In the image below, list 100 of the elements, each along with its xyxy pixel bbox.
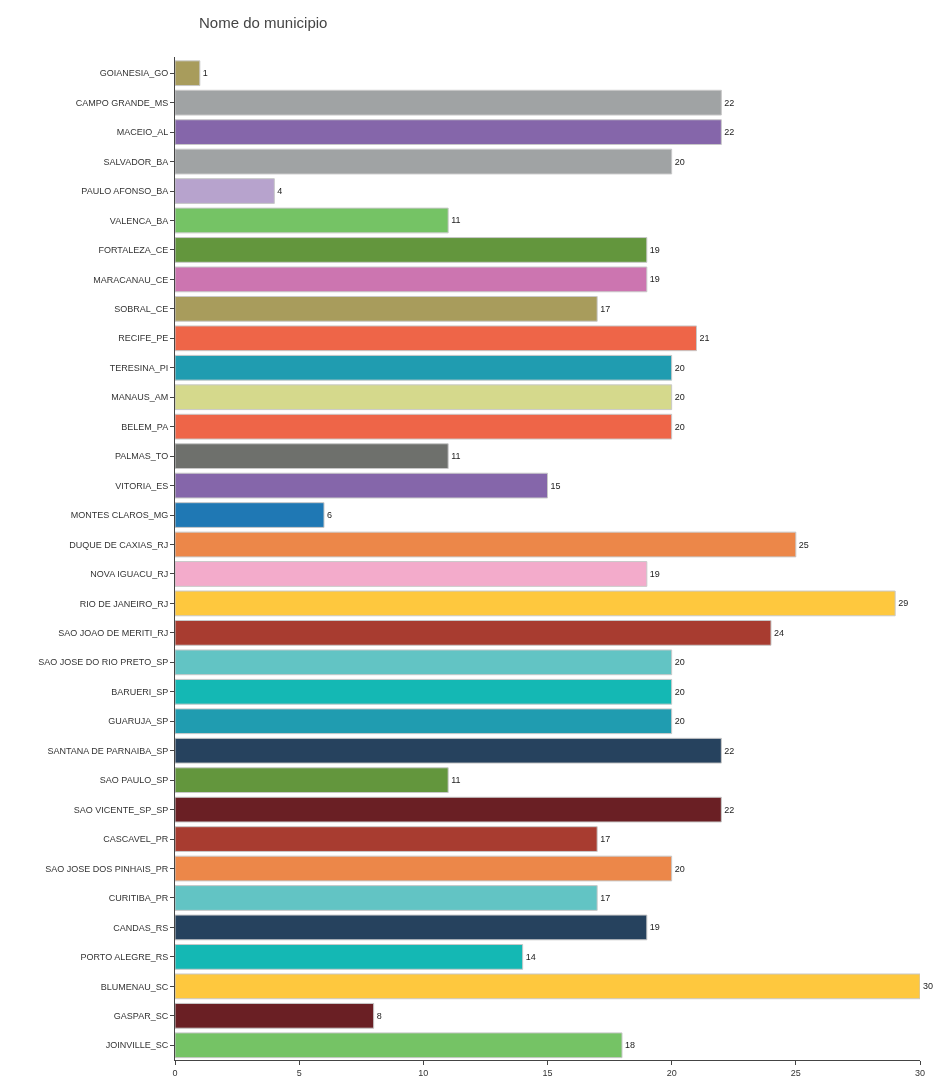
data-label: 14 <box>525 951 536 962</box>
y-tick-label: CAMPO GRANDE_MS <box>75 97 169 108</box>
data-label: 20 <box>674 686 685 697</box>
bar <box>175 885 598 911</box>
data-label: 19 <box>649 568 660 579</box>
data-label: 29 <box>898 598 909 609</box>
data-label: 20 <box>674 863 685 874</box>
data-label: 11 <box>451 775 461 786</box>
bar <box>175 1002 375 1029</box>
x-tick-label: 15 <box>542 1067 553 1078</box>
y-tick-label: BARUERI_SP <box>111 686 169 697</box>
bar <box>175 295 598 322</box>
bar <box>175 737 722 764</box>
y-tick-label: MARACANAU_CE <box>93 274 169 285</box>
bar <box>175 148 673 175</box>
bar <box>175 119 722 145</box>
y-tick-label: GASPAR_SC <box>113 1010 169 1021</box>
bar <box>175 649 673 676</box>
data-label: 25 <box>798 539 809 550</box>
data-label: 20 <box>674 362 685 373</box>
data-label: 8 <box>376 1010 382 1021</box>
y-tick-label: PAULO AFONSO_BA <box>81 186 169 197</box>
bar <box>175 266 648 293</box>
y-tick-label: SANTANA DE PARNAIBA_SP <box>47 745 169 756</box>
data-label: 20 <box>674 421 685 432</box>
bar <box>175 767 449 794</box>
data-label: 18 <box>625 1040 636 1051</box>
data-label: 20 <box>674 657 685 668</box>
data-label: 19 <box>649 244 660 255</box>
y-tick-label: DUQUE DE CAXIAS_RJ <box>69 539 169 550</box>
y-tick-label: SAO JOAO DE MERITI_RJ <box>58 628 169 639</box>
bar <box>175 620 772 646</box>
y-tick-label: BLUMENAU_SC <box>100 981 169 992</box>
y-tick-label: SAO JOSE DOS PINHAIS_PR <box>45 863 169 874</box>
data-label: 11 <box>451 451 461 462</box>
y-tick-label: CANDAS_RS <box>113 922 169 933</box>
bar <box>175 1032 623 1059</box>
bar <box>175 826 598 852</box>
bar <box>175 531 797 558</box>
y-tick-label: PORTO ALEGRE_RS <box>80 952 169 963</box>
y-tick-label: JOINVILLE_SC <box>105 1040 169 1051</box>
data-label: 17 <box>600 834 611 845</box>
y-tick-label: SAO VICENTE_SP_SP <box>73 804 169 815</box>
data-label: 20 <box>674 156 685 167</box>
y-tick-label: TERESINA_PI <box>109 362 169 373</box>
bar <box>175 237 648 263</box>
bar <box>175 472 548 499</box>
bar <box>175 443 449 470</box>
y-axis-title: Nome do municipio <box>199 14 328 31</box>
bar <box>175 384 673 411</box>
bar <box>175 796 722 823</box>
bar <box>175 973 920 1000</box>
y-tick-label: VITORIA_ES <box>115 480 169 491</box>
y-tick-label: SAO JOSE DO RIO PRETO_SP <box>38 657 169 668</box>
data-label: 1 <box>202 68 208 79</box>
y-tick-label: SOBRAL_CE <box>114 304 169 314</box>
y-tick-label: SALVADOR_BA <box>103 156 169 167</box>
bar <box>175 561 648 587</box>
data-label: 22 <box>724 127 735 138</box>
data-label: 20 <box>674 716 685 727</box>
y-tick-label: GUARUJA_SP <box>108 716 169 727</box>
data-label: 15 <box>550 480 561 491</box>
bar <box>175 413 673 440</box>
data-label: 22 <box>724 804 735 815</box>
bar <box>175 60 201 87</box>
bar <box>175 325 697 352</box>
data-label: 19 <box>649 922 660 933</box>
bar <box>175 678 673 705</box>
y-tick-label: CASCAVEL_PR <box>103 834 169 845</box>
x-tick-label: 20 <box>666 1067 677 1078</box>
y-tick-label: MONTES CLAROS_MG <box>70 510 169 521</box>
data-label: 30 <box>923 981 934 992</box>
y-tick-label: RECIFE_PE <box>118 333 169 344</box>
y-tick-label: VALENCA_BA <box>109 215 169 226</box>
data-label: 6 <box>327 510 333 521</box>
x-tick-label: 25 <box>790 1067 801 1078</box>
data-label: 17 <box>600 303 611 314</box>
data-label: 4 <box>277 186 283 197</box>
x-tick-label: 5 <box>296 1067 302 1078</box>
y-tick-label: GOIANESIA_GO <box>99 68 169 79</box>
bar <box>175 590 896 617</box>
y-tick-label: CURITIBA_PR <box>108 893 169 904</box>
bar <box>175 207 449 234</box>
y-tick-label: PALMAS_TO <box>115 451 169 462</box>
data-label: 20 <box>674 392 685 403</box>
y-tick-label: MANAUS_AM <box>111 392 169 403</box>
y-tick-label: NOVA IGUACU_RJ <box>90 569 169 580</box>
bar <box>175 944 524 970</box>
y-tick-label: RIO DE JANEIRO_RJ <box>79 598 169 609</box>
bar <box>175 502 325 528</box>
x-tick-label: 30 <box>914 1067 926 1078</box>
data-label: 17 <box>600 892 611 903</box>
data-label: 19 <box>649 274 660 285</box>
y-tick-label: MACEIO_AL <box>116 127 169 138</box>
data-label: 22 <box>724 97 735 108</box>
x-tick-label: 10 <box>418 1067 429 1078</box>
x-tick-label: 0 <box>172 1067 178 1078</box>
bar <box>175 89 722 116</box>
data-label: 21 <box>699 333 710 344</box>
data-label: 11 <box>451 215 461 226</box>
